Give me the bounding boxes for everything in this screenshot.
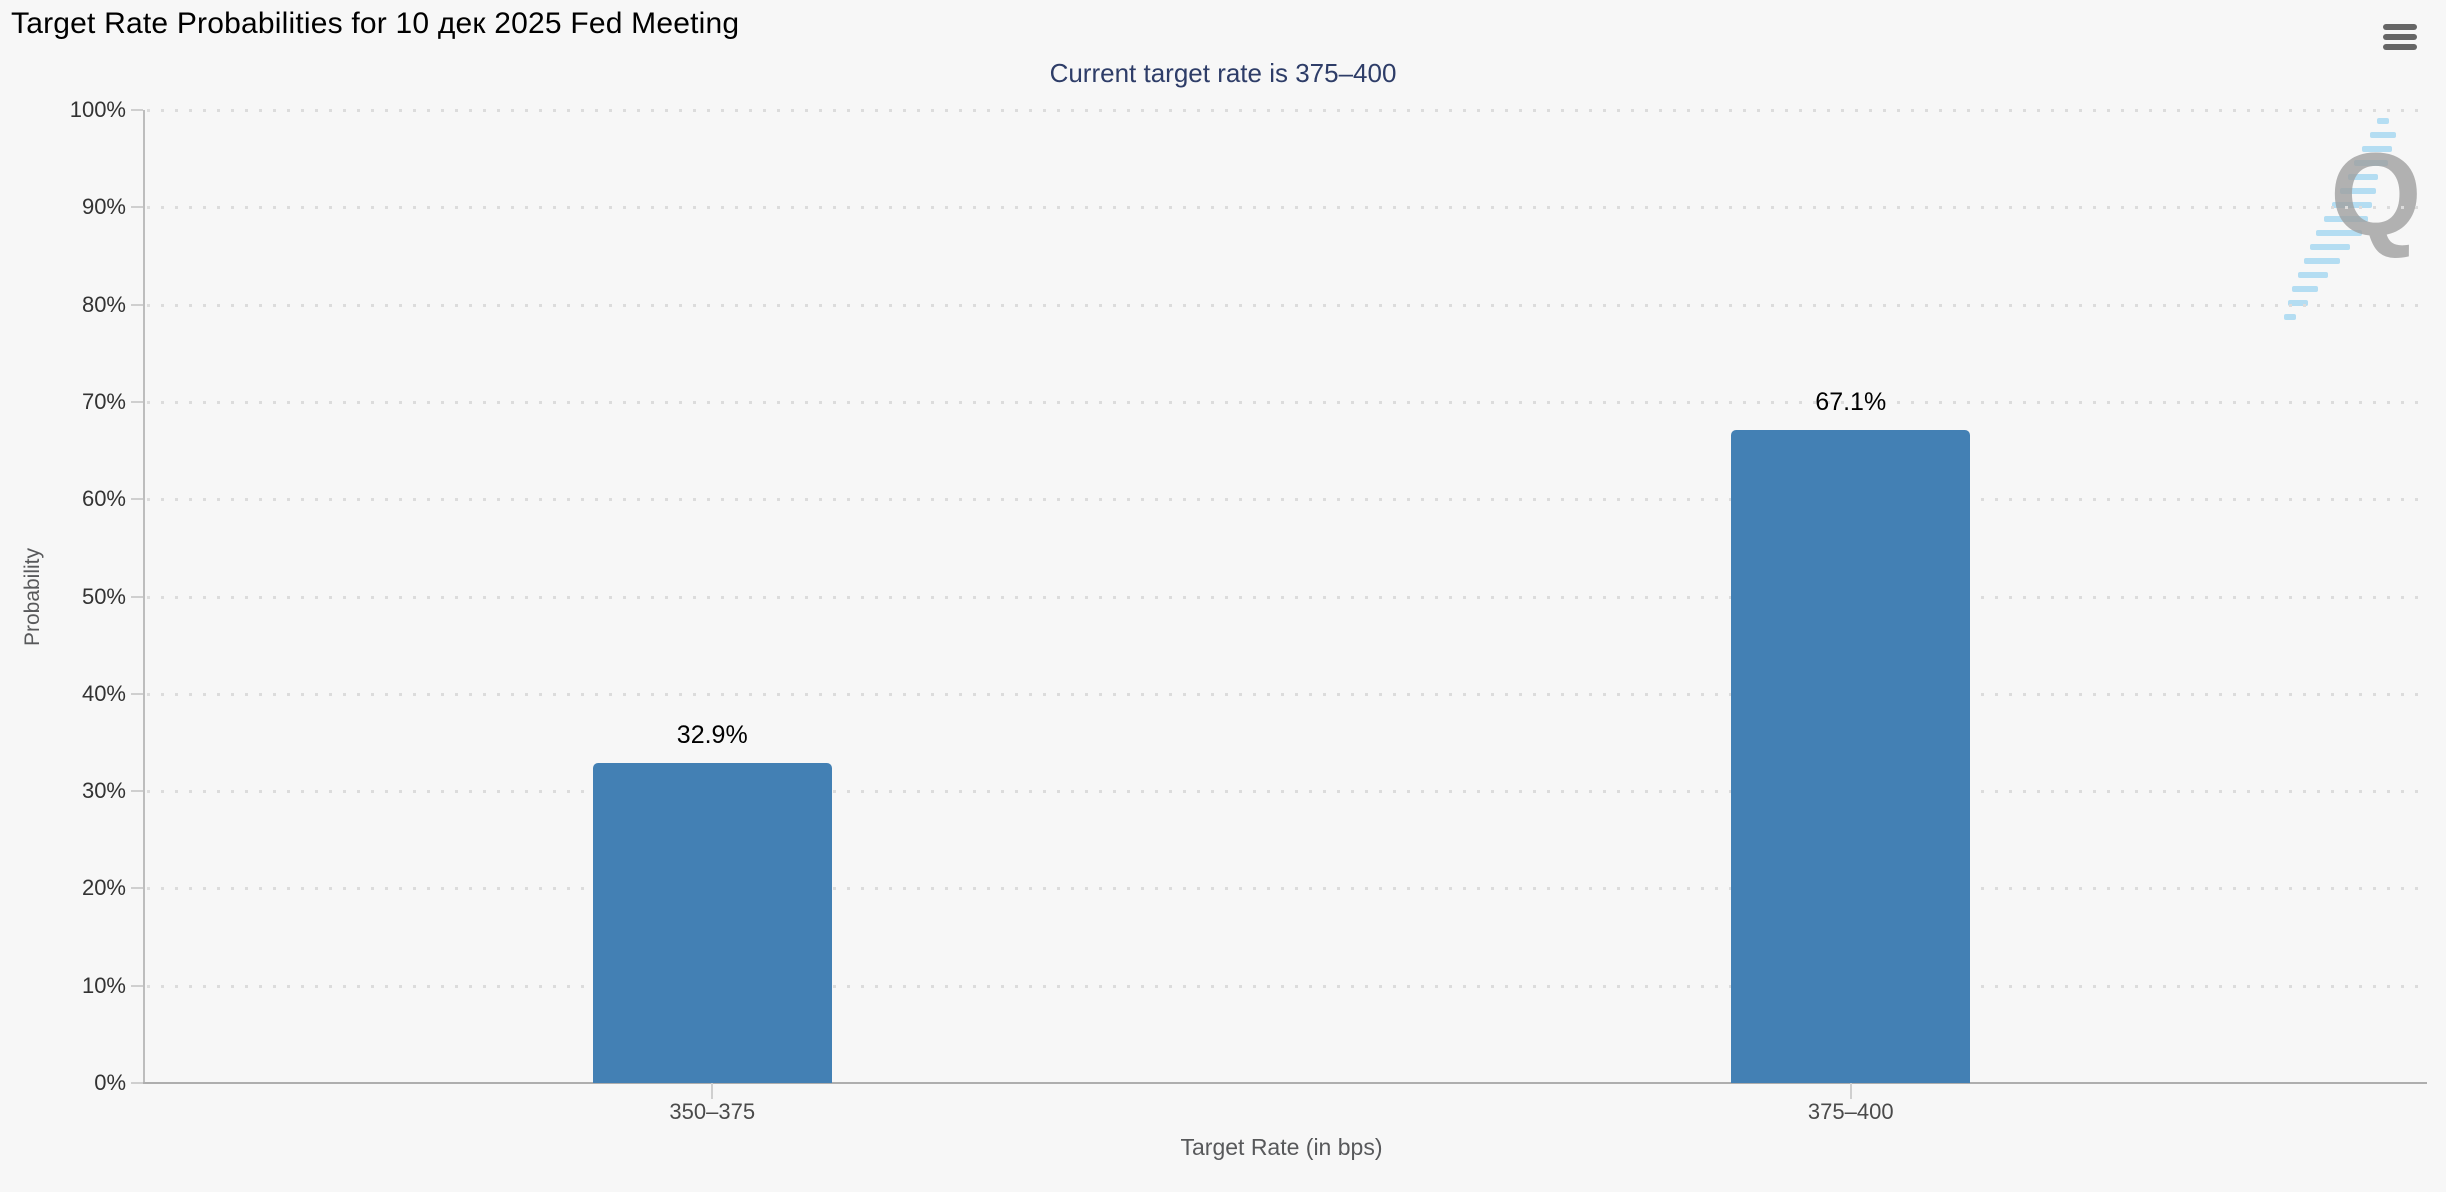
chart-subtitle: Current target rate is 375–400 [1049, 58, 1397, 88]
hamburger-icon [2383, 44, 2417, 50]
y-axis-tick [131, 109, 143, 111]
y-axis-tick-label: 90% [81, 194, 126, 220]
y-axis-tick-label: 50% [81, 583, 126, 609]
y-axis-tick [131, 790, 143, 793]
hamburger-icon [2383, 34, 2417, 40]
x-axis-tick [711, 1083, 714, 1099]
bar-value-label: 32.9% [676, 720, 748, 749]
y-axis-tick-label: 100% [69, 97, 126, 122]
y-axis-tick [131, 984, 143, 987]
x-axis-category-label: 350–375 [669, 1099, 756, 1124]
hamburger-icon [2383, 24, 2417, 30]
y-gridline [147, 984, 2420, 988]
y-axis-tick [131, 303, 143, 306]
watermark-hatch-icon [2284, 118, 2396, 320]
y-axis-tick [131, 692, 143, 695]
x-axis-line [143, 1082, 2427, 1084]
y-axis-tick-label: 70% [81, 388, 126, 414]
y-gridline [147, 790, 2420, 794]
y-axis-tick [131, 595, 143, 598]
watermark-q-letter: Q [2330, 129, 2422, 261]
y-gridline [147, 692, 2420, 696]
y-gridline [147, 595, 2420, 599]
quikstrike-watermark: Q [2280, 118, 2440, 333]
y-axis-line [143, 110, 145, 1083]
bar-350-375[interactable] [592, 762, 832, 1083]
x-axis-category-label: 375–400 [1807, 1099, 1894, 1124]
y-axis-tick-label: 0% [94, 1070, 126, 1095]
x-axis-title: Target Rate (in bps) [1180, 1134, 1383, 1160]
y-gridline [147, 887, 2420, 891]
y-axis-tick [131, 206, 143, 209]
chart-context-menu-button[interactable] [2372, 12, 2428, 62]
y-gridline [147, 206, 2420, 210]
y-axis-tick-label: 40% [81, 680, 126, 706]
chart-title: Target Rate Probabilities for 10 дек 202… [11, 7, 740, 40]
y-axis-tick-label: 80% [81, 291, 126, 317]
bar-value-label: 67.1% [1815, 388, 1887, 417]
y-axis-tick [131, 400, 143, 403]
y-axis-tick-label: 30% [81, 778, 126, 804]
y-axis-tick-label: 10% [81, 972, 126, 998]
y-axis-tick-label: 20% [81, 875, 126, 901]
y-axis-tick [131, 1082, 143, 1084]
y-gridline [147, 400, 2420, 404]
y-axis-tick-label: 60% [81, 486, 126, 512]
y-axis-tick [131, 498, 143, 501]
y-gridline [147, 498, 2420, 502]
y-axis-tick [131, 887, 143, 890]
x-axis-tick [1849, 1083, 1852, 1099]
y-gridline [147, 303, 2420, 307]
bar-375-400[interactable] [1731, 430, 1971, 1083]
y-gridline [147, 109, 2420, 112]
